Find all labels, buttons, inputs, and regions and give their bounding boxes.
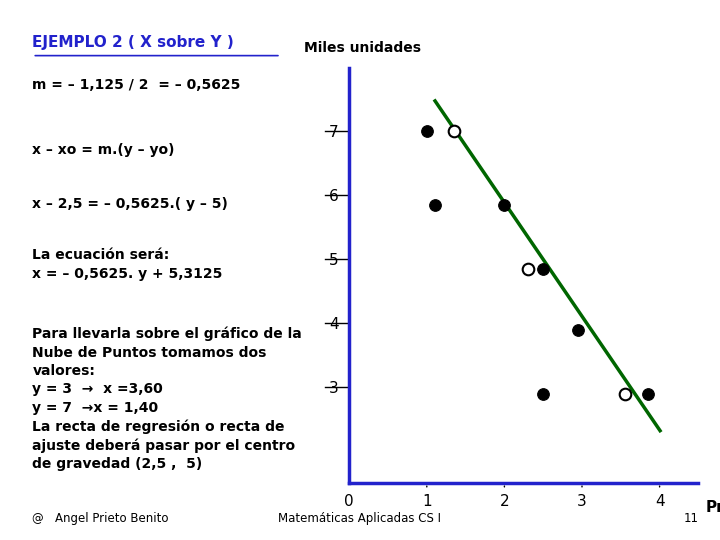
Text: @   Angel Prieto Benito: @ Angel Prieto Benito: [32, 512, 169, 525]
Text: m = – 1,125 / 2  = – 0,5625: m = – 1,125 / 2 = – 0,5625: [32, 78, 240, 92]
Text: Para llevarla sobre el gráfico de la
Nube de Puntos tomamos dos
valores:
y = 3  : Para llevarla sobre el gráfico de la Nub…: [32, 327, 302, 471]
Point: [429, 201, 441, 210]
Text: x – 2,5 = – 0,5625.( y – 5): x – 2,5 = – 0,5625.( y – 5): [32, 197, 228, 211]
Point: [499, 201, 510, 210]
Text: La ecuación será:
x = – 0,5625. y + 5,3125: La ecuación será: x = – 0,5625. y + 5,31…: [32, 248, 222, 281]
Point: [448, 127, 459, 136]
Point: [642, 389, 654, 398]
Point: [619, 389, 631, 398]
Point: [522, 265, 534, 273]
Text: Miles unidades: Miles unidades: [304, 41, 420, 55]
Point: [537, 265, 549, 273]
Point: [421, 127, 433, 136]
Text: Matemáticas Aplicadas CS I: Matemáticas Aplicadas CS I: [279, 512, 441, 525]
Text: 11: 11: [683, 512, 698, 525]
Text: EJEMPLO 2 ( X sobre Y ): EJEMPLO 2 ( X sobre Y ): [32, 35, 234, 50]
Point: [537, 389, 549, 398]
Point: [572, 326, 584, 334]
Text: x – xo = m.(y – yo): x – xo = m.(y – yo): [32, 143, 175, 157]
Text: Precio: Precio: [706, 500, 720, 515]
